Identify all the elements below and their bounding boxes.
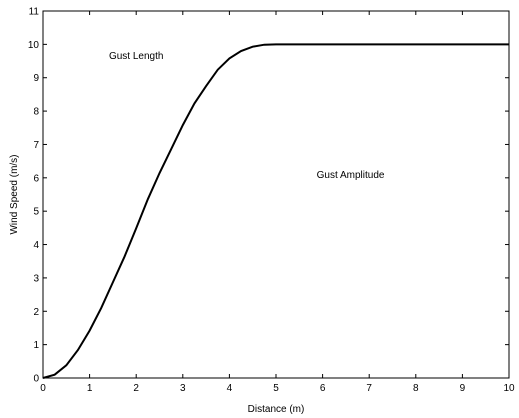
annotation-label: Gust Amplitude [317,170,385,181]
wind-speed-line [42,43,509,379]
y-axis-title: Wind Speed (m/s) [9,154,20,234]
y-tick-label: 2 [33,307,39,318]
x-tick-label: 1 [87,383,93,394]
y-tick-label: 5 [33,207,39,218]
y-tick-label: 7 [33,140,39,151]
annotations: Gust Length Gust Amplitude [109,51,385,181]
tick-labels: 0 1 2 3 4 5 6 7 8 9 10 0 1 2 3 4 5 6 7 8 9 10 11 [28,7,515,395]
x-tick-label: 5 [273,383,279,394]
y-tick-label: 10 [28,40,40,51]
y-tick-label: 0 [33,374,39,385]
x-tick-label: 3 [180,383,186,394]
x-tick-label: 7 [366,383,372,394]
x-tick-label: 6 [320,383,326,394]
x-tick-label: 0 [40,383,46,394]
y-tick-label: 6 [33,173,39,184]
y-tick-label: 9 [33,73,39,84]
y-tick-label: 8 [33,107,39,118]
y-tick-label: 3 [33,273,39,284]
x-axis-title: Distance (m) [248,404,305,415]
x-tick-label: 4 [227,383,233,394]
x-tick-label: 2 [133,383,139,394]
y-tick-label: 1 [33,340,39,351]
x-tick-label: 9 [460,383,466,394]
x-tick-label: 10 [503,383,515,394]
plot-area [42,10,510,379]
annotation-label: Gust Length [109,51,163,62]
y-tick-label: 4 [33,240,39,251]
x-tick-label: 8 [413,383,419,394]
y-tick-label: 11 [29,7,40,18]
